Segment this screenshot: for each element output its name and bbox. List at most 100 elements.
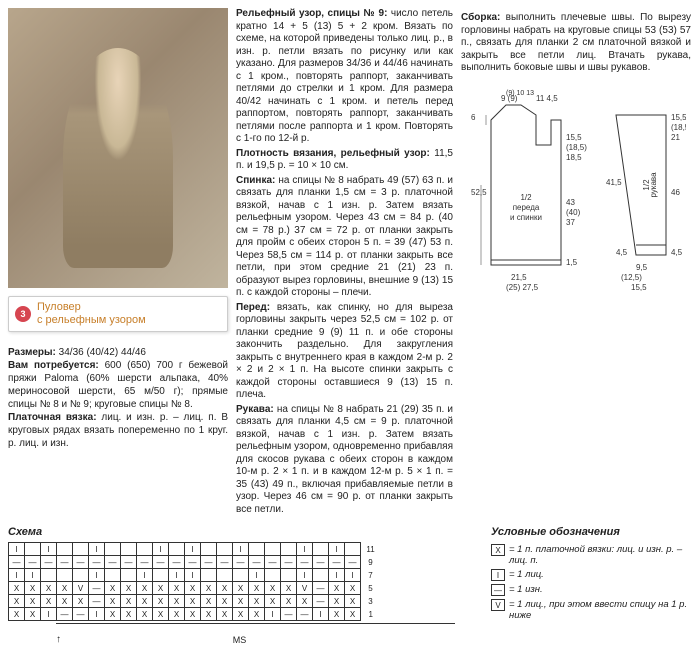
schema-cell [265,569,281,582]
legend-text: = 1 п. платочной вязки: лиц. и изн. р. –… [509,544,691,566]
schema-cell: I [9,543,25,556]
schema-cell: X [217,582,233,595]
materials-label: Вам потребуется: [8,360,99,371]
schema-cell: X [297,595,313,608]
schema-cell: — [73,556,89,569]
schema-cell: — [185,556,201,569]
schema-cell: I [329,543,345,556]
schema-cell: X [105,595,121,608]
schema-row-num: 5 [361,582,377,595]
schema-cell: — [57,608,73,621]
legend-symbol: V [491,599,505,611]
schema-cell [233,569,249,582]
schema-area: Схема IIIIIIII11——————————————————————9I… [8,526,471,645]
schema-cell: I [265,608,281,621]
middle-column: Рельефный узор, спицы № 9: число петель … [236,8,453,518]
schema-cell: X [249,608,265,621]
schema-cell: — [217,556,233,569]
legend-text: = 1 лиц. [509,569,544,580]
schema-cell: X [169,595,185,608]
schema-cell: — [281,608,297,621]
schema-cell [25,543,41,556]
schema-cell: I [89,569,105,582]
schema-cell [201,543,217,556]
legend-item: X = 1 п. платочной вязки: лиц. и изн. р. … [491,544,691,566]
schema-cell: X [185,608,201,621]
schema-cell: X [217,608,233,621]
badge-text: Пуловер с рельефным узором [37,301,146,327]
schema-cell [73,543,89,556]
svg-text:(25) 27,5: (25) 27,5 [506,283,539,292]
legend-symbol: X [491,544,505,556]
left-text-block: Размеры: 34/36 (40/42) 44/46 Вам потребу… [8,346,228,450]
schema-cell [105,569,121,582]
schema-cell: I [41,543,57,556]
schema-cell: X [217,595,233,608]
schema-cell: — [233,556,249,569]
legend-symbol: — [491,584,505,596]
schematic-diagrams: 1/2 переда и спинки 6 52,5 15,5 (18,5) 1… [461,85,691,305]
schema-cell: X [153,595,169,608]
legend-text: = 1 лиц., при этом ввести спицу на 1 р. … [509,599,691,621]
schema-cell: I [185,569,201,582]
schema-cell: — [345,556,361,569]
svg-text:4,5: 4,5 [616,248,628,257]
schema-cell: — [57,556,73,569]
sizes-label: Размеры: [8,347,56,358]
legend-item: V = 1 лиц., при этом ввести спицу на 1 р.… [491,599,691,621]
schema-cell: I [297,569,313,582]
schema-title: Схема [8,526,471,538]
schema-cell: X [137,582,153,595]
schema-cell: X [169,582,185,595]
schema-cell: I [329,569,345,582]
schema-cell: X [25,595,41,608]
schema-cell: — [25,556,41,569]
assembly-label: Сборка: [461,12,500,23]
schema-cell: X [25,582,41,595]
schema-cell: X [105,608,121,621]
svg-text:9,5: 9,5 [636,263,648,272]
schema-cell: — [41,556,57,569]
schema-cell: X [41,595,57,608]
schema-cell: I [169,569,185,582]
schema-cell [265,543,281,556]
svg-text:4,5: 4,5 [671,248,683,257]
schema-cell: X [345,608,361,621]
schema-row-num: 1 [361,608,377,621]
svg-text:(40): (40) [566,208,581,217]
schema-cell: — [313,582,329,595]
schema-row-num: 7 [361,569,377,582]
svg-text:41,5: 41,5 [606,178,622,187]
schema-cell: — [265,556,281,569]
schema-cell: — [313,595,329,608]
schema-cell: X [137,595,153,608]
schema-cell: I [185,543,201,556]
svg-text:1/2: 1/2 [520,193,532,202]
schema-cell: — [89,595,105,608]
front-label: Перед: [236,302,270,313]
schema-cell: X [345,582,361,595]
schema-cell: V [297,582,313,595]
legend-area: Условные обозначения X= 1 п. платочной в… [491,526,691,645]
schema-cell: X [265,595,281,608]
schema-cell: X [73,595,89,608]
schema-cell: X [201,582,217,595]
schema-cell: X [329,608,345,621]
schema-cell: X [41,582,57,595]
schema-cell: X [201,595,217,608]
badge-line2: с рельефным узором [37,314,146,326]
schema-cell: — [169,556,185,569]
schema-cell [41,569,57,582]
schema-cell [121,543,137,556]
schema-cell: I [297,543,313,556]
schema-cell: X [345,595,361,608]
schema-cell: X [185,595,201,608]
schema-cell: I [137,569,153,582]
gauge-label: Плотность вязания, рельефный узор: [236,148,430,159]
schema-cell: X [281,582,297,595]
svg-text:46: 46 [671,188,680,197]
schema-cell: — [297,608,313,621]
svg-text:11 4,5: 11 4,5 [536,94,558,103]
schema-cell: — [137,556,153,569]
svg-text:43: 43 [566,198,575,207]
